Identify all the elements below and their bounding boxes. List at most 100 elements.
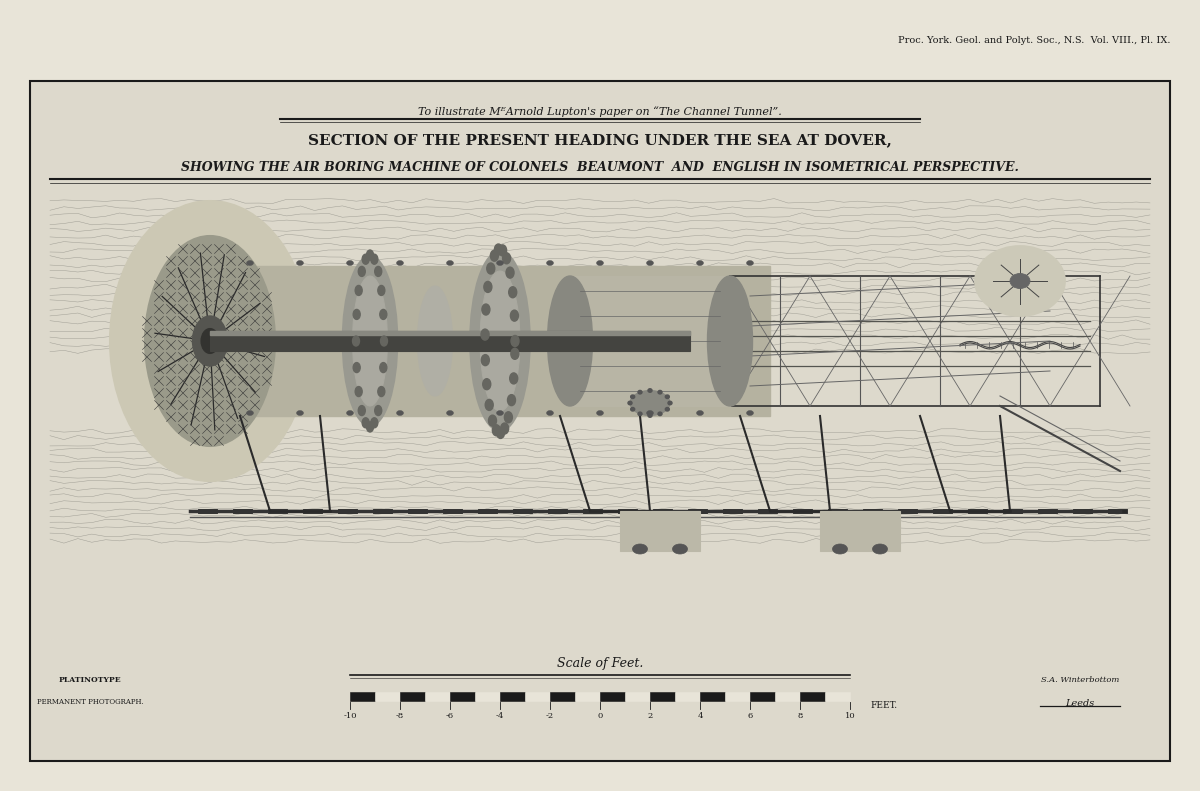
Text: SECTION OF THE PRESENT HEADING UNDER THE SEA AT DOVER,: SECTION OF THE PRESENT HEADING UNDER THE… bbox=[308, 133, 892, 147]
Ellipse shape bbox=[546, 411, 553, 415]
Ellipse shape bbox=[630, 391, 670, 415]
Ellipse shape bbox=[355, 286, 362, 296]
Ellipse shape bbox=[658, 412, 662, 415]
Ellipse shape bbox=[509, 287, 517, 297]
Ellipse shape bbox=[497, 427, 504, 438]
Ellipse shape bbox=[374, 406, 382, 415]
Ellipse shape bbox=[632, 544, 648, 554]
Text: Proc. York. Geol. and Polyt. Soc., N.S.  Vol. VIII., Pl. IX.: Proc. York. Geol. and Polyt. Soc., N.S. … bbox=[898, 36, 1170, 45]
Ellipse shape bbox=[396, 411, 403, 415]
Text: PLATINOTYPE: PLATINOTYPE bbox=[59, 676, 121, 684]
Ellipse shape bbox=[359, 406, 365, 415]
Ellipse shape bbox=[504, 412, 512, 422]
Ellipse shape bbox=[503, 253, 510, 264]
Text: 4: 4 bbox=[697, 712, 703, 720]
Bar bbox=[820, 511, 900, 551]
Bar bbox=[700, 691, 725, 701]
Ellipse shape bbox=[628, 401, 632, 405]
Ellipse shape bbox=[638, 391, 642, 394]
Text: PERMANENT PHOTOGRAPH.: PERMANENT PHOTOGRAPH. bbox=[37, 698, 143, 706]
Bar bbox=[425, 691, 450, 701]
Text: -4: -4 bbox=[496, 712, 504, 720]
Ellipse shape bbox=[638, 412, 642, 415]
Text: 0: 0 bbox=[598, 712, 602, 720]
Ellipse shape bbox=[446, 411, 454, 415]
Bar bbox=[475, 691, 500, 701]
Ellipse shape bbox=[484, 282, 492, 293]
Ellipse shape bbox=[192, 316, 228, 366]
Bar bbox=[650, 691, 674, 701]
Bar bbox=[450, 691, 475, 701]
Bar bbox=[775, 691, 800, 701]
Ellipse shape bbox=[974, 246, 1066, 316]
Ellipse shape bbox=[418, 286, 452, 396]
Ellipse shape bbox=[347, 260, 354, 266]
Ellipse shape bbox=[500, 423, 509, 434]
Ellipse shape bbox=[508, 395, 516, 406]
Ellipse shape bbox=[359, 267, 365, 276]
Text: -10: -10 bbox=[343, 712, 356, 720]
Bar bbox=[625, 691, 650, 701]
Text: Leeds: Leeds bbox=[1066, 699, 1094, 708]
Ellipse shape bbox=[658, 391, 662, 394]
Ellipse shape bbox=[746, 411, 754, 415]
Ellipse shape bbox=[480, 271, 520, 411]
Ellipse shape bbox=[485, 399, 493, 411]
Ellipse shape bbox=[371, 254, 378, 264]
Bar bbox=[570, 276, 730, 406]
Ellipse shape bbox=[145, 236, 275, 446]
Ellipse shape bbox=[596, 411, 604, 415]
Text: 10: 10 bbox=[845, 712, 856, 720]
Ellipse shape bbox=[510, 373, 517, 384]
Text: -8: -8 bbox=[396, 712, 404, 720]
Ellipse shape bbox=[110, 201, 310, 481]
Ellipse shape bbox=[833, 544, 847, 554]
Ellipse shape bbox=[374, 267, 382, 276]
Ellipse shape bbox=[497, 260, 504, 266]
Ellipse shape bbox=[353, 362, 360, 373]
Ellipse shape bbox=[547, 276, 593, 406]
Ellipse shape bbox=[347, 411, 354, 415]
Bar bbox=[30, 81, 1170, 761]
Ellipse shape bbox=[353, 336, 360, 346]
Ellipse shape bbox=[665, 395, 670, 399]
Ellipse shape bbox=[371, 418, 378, 428]
Bar bbox=[800, 691, 826, 701]
Text: -6: -6 bbox=[446, 712, 454, 720]
Text: Scale of Feet.: Scale of Feet. bbox=[557, 657, 643, 670]
Ellipse shape bbox=[648, 414, 652, 417]
Ellipse shape bbox=[665, 407, 670, 411]
Ellipse shape bbox=[491, 250, 498, 261]
Ellipse shape bbox=[482, 379, 491, 390]
Ellipse shape bbox=[378, 387, 385, 396]
Bar bbox=[750, 691, 775, 701]
Ellipse shape bbox=[511, 335, 520, 346]
Bar bbox=[600, 691, 625, 701]
Ellipse shape bbox=[481, 354, 490, 365]
Ellipse shape bbox=[482, 304, 490, 315]
Ellipse shape bbox=[470, 251, 530, 431]
Text: S.A. Winterbottom: S.A. Winterbottom bbox=[1040, 676, 1120, 684]
Ellipse shape bbox=[366, 250, 373, 260]
Ellipse shape bbox=[499, 245, 506, 256]
Ellipse shape bbox=[378, 286, 385, 296]
Ellipse shape bbox=[492, 425, 500, 436]
Bar bbox=[725, 691, 750, 701]
Bar bbox=[575, 691, 600, 701]
Ellipse shape bbox=[1010, 274, 1030, 289]
Bar bbox=[210, 331, 690, 351]
Bar bbox=[374, 691, 400, 701]
Ellipse shape bbox=[511, 348, 518, 359]
Bar bbox=[190, 266, 770, 416]
Ellipse shape bbox=[510, 310, 518, 321]
Ellipse shape bbox=[380, 309, 386, 320]
Ellipse shape bbox=[353, 276, 388, 406]
Bar bbox=[826, 691, 850, 701]
Ellipse shape bbox=[296, 260, 304, 266]
Bar bbox=[500, 691, 526, 701]
Ellipse shape bbox=[708, 276, 752, 406]
Ellipse shape bbox=[497, 411, 504, 415]
Ellipse shape bbox=[366, 422, 373, 432]
Ellipse shape bbox=[631, 407, 635, 411]
Text: 2: 2 bbox=[647, 712, 653, 720]
